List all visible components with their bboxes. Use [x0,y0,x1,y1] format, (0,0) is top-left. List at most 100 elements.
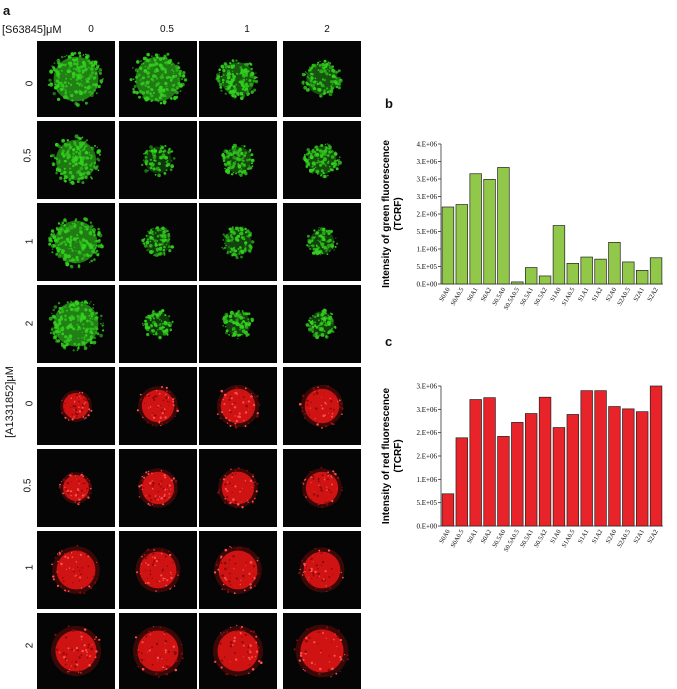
micrograph-r1-c3 [283,121,361,199]
green-ytick-label-2: 1.E+06 [417,246,438,254]
red-ytick-label-2: 1.E+06 [417,476,438,484]
micrograph-r5-c2 [199,449,277,527]
green-xtick-label-S1A2: S1A2 [591,287,604,303]
red-ylabel-line-1: (TCRF) [393,439,404,472]
red-bar-S1A0 [552,427,566,527]
micrograph-r2-c0 [37,203,115,281]
micrograph-r1-c1 [119,121,197,199]
micrograph-r0-c0 [37,41,115,117]
column-header-1: 0.5 [160,24,174,35]
row-label-green-1: 0.5 [22,148,34,163]
micrograph-r1-c2 [199,121,277,199]
green-xtick-label-S1A0.5: S1A0.5 [561,287,577,308]
micrograph-r4-c2 [199,367,277,445]
micrograph-r6-c3 [283,531,361,609]
column-header-3: 2 [324,24,330,35]
green-xtick-label-S0A2: S0A2 [480,287,493,303]
green-xtick-label-S0A1: S0A1 [466,287,479,303]
green-bar-S0.5A0.5 [511,281,524,285]
red-xtick-label-S0A0: S0A0 [438,529,451,545]
red-bar-S0.5A1 [525,413,538,527]
red-xtick-label-S2A0: S2A0 [605,529,618,545]
row-label-green-0: 0 [24,80,36,87]
red-ytick-label-0: 0.E+00 [417,523,438,531]
row-label-red-1: 0.5 [22,478,34,493]
green-ylabel-line-1: (TCRF) [393,197,404,230]
red-bar-S0A0.5 [455,437,468,527]
green-xtick-label-S2A0: S2A0 [605,287,618,303]
red-bar-S2A0 [608,406,621,527]
red-xtick-label-S0A1: S0A1 [466,529,479,545]
green-bar-S0A2 [483,178,496,285]
micrograph-r7-c0 [37,613,115,689]
micrograph-r2-c1 [119,203,197,281]
column-header-2: 1 [244,24,250,35]
red-xtick-label-S2A0.5: S2A0.5 [616,529,632,550]
green-ytick-label-1: 5.E+05 [417,263,438,271]
red-xtick-label-S1A0.5: S1A0.5 [561,529,577,550]
micrograph-r4-c3 [283,367,361,445]
red-ytick-label-3: 2.E+06 [417,453,438,461]
micrograph-r0-c3 [283,41,361,117]
micrograph-r0-c2 [199,41,277,117]
red-ytick-label-1: 5.E+05 [417,499,438,507]
green-ytick-label-7: 3.E+06 [417,158,438,166]
green-xtick-label-S0A0: S0A0 [438,287,451,303]
red-xtick-label-S2A2: S2A2 [646,529,659,545]
micrograph-r6-c1 [119,531,197,609]
red-xtick-label-S1A1: S1A1 [577,529,590,545]
micrograph-r3-c3 [283,285,361,363]
red-bar-S0.5A0.5 [511,422,524,527]
green-ytick-label-4: 2.E+06 [417,211,438,219]
red-bar-S0A1 [469,399,482,527]
red-bar-S1A1 [580,390,593,527]
green-bar-S0A1 [469,173,482,285]
row-label-red-2: 1 [24,564,36,571]
micrograph-r3-c1 [119,285,197,363]
green-fluorescence-chart: Intensity of green fluorescence (TCRF) 0.E… [381,140,663,311]
red-bar-S2A1 [636,411,649,527]
green-bar-S0.5A2 [538,275,552,285]
green-bar-S0A0 [441,206,455,285]
green-xtick-label-S2A2: S2A2 [646,287,659,303]
red-bar-S0A0 [441,493,455,527]
green-ytick-label-6: 3.E+06 [417,176,438,184]
green-xtick-label-S0.5A2: S0.5A2 [533,287,549,308]
micrograph-r5-c3 [283,449,361,527]
red-bar-S2A2 [649,385,663,527]
micrograph-r6-c2 [199,531,277,609]
green-bar-S1A1 [580,256,593,285]
micrograph-r3-c2 [199,285,277,363]
red-ytick-label-6: 3.E+06 [417,383,438,391]
micrograph-r7-c3 [283,613,361,689]
red-bar-S1A0.5 [566,414,579,527]
micrograph-r2-c2 [199,203,277,281]
row-label-red-3: 2 [24,642,36,649]
red-bar-S2A0.5 [622,408,635,527]
green-bar-S0.5A0 [497,167,510,285]
row-label-green-2: 1 [24,238,36,245]
green-ylabel-line-0: Intensity of green fluorescence [381,140,392,288]
micrograph-r5-c1 [119,449,197,527]
green-ytick-label-8: 4.E+06 [417,141,438,149]
row-label-green-3: 2 [24,320,36,327]
red-bar-S1A2 [594,390,607,527]
green-ytick-label-3: 5.E+06 [417,228,438,236]
red-xtick-label-S1A2: S1A2 [591,529,604,545]
micrograph-r4-c1 [119,367,197,445]
green-ytick-label-5: 3.E+06 [417,193,438,201]
micrograph-r6-c0 [37,531,115,609]
red-bar-S0.5A0 [497,436,510,527]
green-xtick-label-S1A0: S1A0 [549,287,562,303]
green-bar-S2A2 [649,257,663,285]
micrograph-r3-c0 [37,285,115,363]
row-axis-label: [A1331852]μM [4,366,16,438]
green-bar-S1A2 [594,258,607,285]
red-xtick-label-S2A1: S2A1 [632,529,645,545]
red-ytick-label-4: 2.E+06 [417,429,438,437]
red-ytick-label-5: 3.E+06 [417,406,438,414]
green-xtick-label-S2A1: S2A1 [632,287,645,303]
red-ylabel-line-0: Intensity of red fluorescence [381,387,392,524]
micrograph-r7-c1 [119,613,197,689]
micrograph-r4-c0 [37,367,115,445]
